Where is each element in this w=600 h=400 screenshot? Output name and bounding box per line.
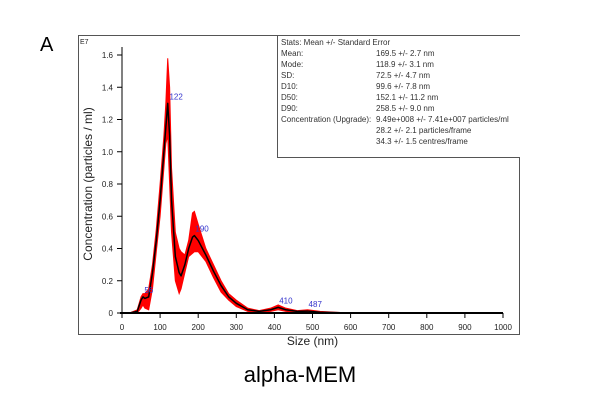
stats-row: 28.2 +/- 2.1 particles/frame [281,125,517,136]
stats-row: D50: 152.1 +/- 11.2 nm [281,92,517,103]
stat-value: 118.9 +/- 3.1 nm [376,60,434,69]
peak-label: 122 [169,92,183,101]
y-tick-label: 0 [109,309,114,318]
peak-label: 410 [279,296,293,305]
stat-value: 9.49e+008 +/- 7.41e+007 particles/ml [376,115,509,124]
peak-label: 487 [309,300,323,309]
stat-key: D50: [281,93,298,102]
y-tick-label: 0.6 [102,212,114,221]
stat-value: 169.5 +/- 2.7 nm [376,49,435,58]
stats-box: Stats: Mean +/- Standard Error Mean: 169.… [277,36,520,158]
stats-row: 34.3 +/- 1.5 centres/frame [281,136,517,147]
panel-label: A [40,34,54,56]
x-tick-label: 900 [458,323,472,332]
stat-value: 72.5 +/- 4.7 nm [376,71,431,80]
y-tick-label: 0.8 [102,180,114,189]
peak-label: 190 [195,225,209,234]
stat-key: SD: [281,71,295,80]
error-band [122,58,503,314]
y-tick-label: 1.0 [102,148,114,157]
stat-value: 258.5 +/- 9.0 nm [376,104,435,113]
stats-row: Mean: 169.5 +/- 2.7 nm [281,48,517,59]
stats-row: SD: 72.5 +/- 4.7 nm [281,70,517,81]
caption: alpha-MEM [243,362,357,387]
y-tick-label: 1.2 [102,116,114,125]
y-axis-label: Concentration (particles / ml) [81,107,95,260]
stats-row: Mode: 118.9 +/- 3.1 nm [281,59,517,70]
peak-label: 56 [144,286,153,295]
x-tick-label: 200 [192,323,206,332]
stat-key: Mode: [281,60,304,69]
x-tick-label: 500 [306,323,320,332]
y-tick-label: 0.4 [102,245,114,254]
x-tick-label: 600 [344,323,358,332]
stat-value: 152.1 +/- 11.2 nm [376,93,439,102]
stat-value: 99.6 +/- 7.8 nm [376,82,431,91]
x-tick-label: 0 [120,323,125,332]
stat-value: 28.2 +/- 2.1 particles/frame [376,126,472,135]
y-multiplier: E7 [80,39,89,46]
stat-key: Concentration (Upgrade): [281,115,372,124]
stats-row: D10: 99.6 +/- 7.8 nm [281,81,517,92]
x-tick-label: 800 [420,323,434,332]
x-tick-label: 300 [230,323,244,332]
x-tick-label: 400 [268,323,282,332]
y-tick-label: 1.4 [102,83,114,92]
y-tick-label: 0.2 [102,277,114,286]
mean-line [122,102,503,314]
stat-value: 34.3 +/- 1.5 centres/frame [376,137,468,146]
stat-key: D90: [281,104,298,113]
plot-frame [78,35,520,335]
stat-key: Mean: [281,49,304,58]
x-tick-label: 700 [382,323,396,332]
stat-key [281,136,376,147]
x-axis-label: Size (nm) [287,334,338,348]
y-tick-label: 1.6 [102,51,114,60]
stats-row: D90: 258.5 +/- 9.0 nm [281,103,517,114]
stats-title: Stats: Mean +/- Standard Error [281,38,391,47]
stats-row: Concentration (Upgrade): 9.49e+008 +/- 7.… [281,114,517,125]
stat-key: D10: [281,82,298,91]
stat-key [281,125,376,136]
x-tick-label: 100 [153,323,167,332]
x-tick-label: 1000 [494,323,512,332]
